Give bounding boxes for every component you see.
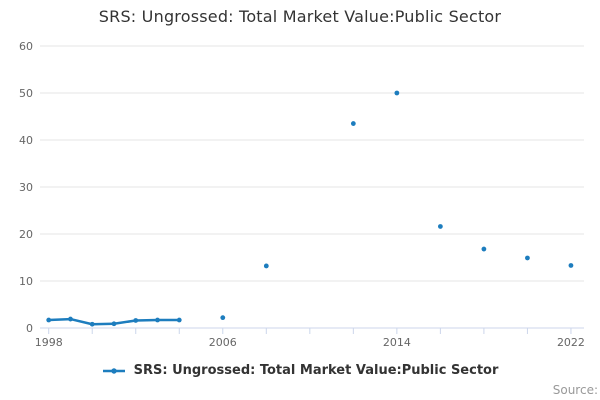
y-tick-label: 60 — [19, 40, 33, 53]
series-line-segment — [47, 317, 72, 322]
x-tick-label: 2006 — [209, 336, 237, 349]
data-point[interactable] — [89, 321, 95, 327]
data-point[interactable] — [46, 317, 52, 323]
data-point[interactable] — [111, 321, 117, 327]
data-point[interactable] — [263, 263, 269, 269]
legend-marker-dot — [110, 367, 117, 374]
chart-title: SRS: Ungrossed: Total Market Value:Publi… — [98, 7, 502, 26]
data-point[interactable] — [220, 315, 226, 321]
data-point[interactable] — [437, 224, 443, 229]
data-point[interactable] — [68, 316, 73, 322]
y-tick-label: 40 — [19, 134, 33, 147]
data-point[interactable] — [394, 90, 400, 96]
data-point[interactable] — [525, 255, 530, 261]
series-line-segment — [69, 317, 94, 326]
legend-item[interactable]: SRS: Ungrossed: Total Market Value:Publi… — [0, 363, 600, 378]
data-point[interactable] — [481, 246, 487, 252]
x-tick-label: 1998 — [35, 336, 63, 349]
y-tick-label: 30 — [19, 181, 33, 194]
y-tick-label: 50 — [19, 87, 33, 100]
y-tick-label: 10 — [19, 275, 33, 288]
legend-label: SRS: Ungrossed: Total Market Value:Publi… — [133, 363, 499, 378]
data-point[interactable] — [133, 318, 139, 323]
x-tick-label: 2014 — [383, 336, 411, 349]
series-line-segment — [112, 319, 137, 326]
x-tick-label: 2022 — [557, 336, 585, 349]
legend-marker-icon — [102, 367, 125, 374]
y-tick-label: 20 — [19, 228, 33, 241]
y-tick-label: 0 — [26, 322, 33, 335]
data-point[interactable] — [155, 317, 160, 323]
data-point[interactable] — [350, 121, 356, 126]
data-point[interactable] — [176, 317, 182, 323]
source-label: Source: — [552, 383, 598, 397]
data-point[interactable] — [568, 263, 574, 268]
